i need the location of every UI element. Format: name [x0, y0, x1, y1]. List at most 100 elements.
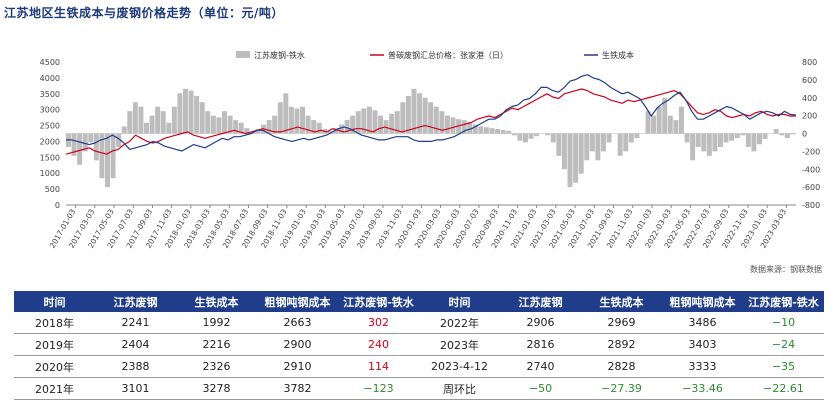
spread-bar	[678, 106, 684, 134]
table-header-cell: 时间	[14, 291, 95, 312]
y-right-tick-label: 0	[802, 130, 807, 139]
y-right-tick-label: -600	[802, 183, 820, 192]
spread-bar	[138, 106, 144, 134]
table-cell: 周环比	[419, 377, 500, 400]
y-left-tick-label: 3500	[40, 90, 60, 99]
spread-bar	[751, 133, 757, 152]
spread-bar	[183, 88, 188, 134]
spread-bar	[350, 115, 356, 134]
spread-bar	[595, 133, 601, 161]
spread-bar	[690, 133, 696, 161]
spread-bar	[522, 133, 528, 143]
table-row: 2018年 2241 1992 2663 302 2022年 2906 2969 3486 −10	[14, 312, 824, 334]
table-cell: 3486	[662, 312, 743, 334]
spread-bar	[82, 133, 88, 152]
spread-bar	[578, 133, 584, 174]
spread-bar	[283, 93, 289, 134]
axes: 050010001500200025003000350040004500-800…	[40, 58, 821, 250]
spread-bar	[634, 133, 640, 138]
spread-bar	[383, 120, 389, 134]
table-cell: 3101	[95, 377, 176, 400]
pig-iron-cost-line	[66, 74, 797, 152]
spread-bar	[71, 133, 77, 156]
spread-bar	[561, 133, 567, 170]
spread-bar	[483, 127, 489, 134]
y-left-tick-label: 0	[55, 201, 60, 210]
table-cell: 2023年	[419, 333, 500, 356]
spread-bar	[238, 122, 244, 134]
table-header-cell: 生铁成本	[176, 291, 257, 312]
spread-bar	[617, 133, 623, 156]
table-cell: −33.46	[662, 377, 743, 400]
spread-bar	[628, 133, 634, 143]
spread-bar	[194, 95, 200, 134]
spread-bar	[205, 111, 211, 134]
table-cell: 2388	[95, 355, 176, 378]
spread-bar	[717, 133, 723, 147]
spread-bar	[784, 133, 790, 138]
spread-bar	[556, 133, 562, 156]
spread-bar	[734, 133, 740, 138]
spread-bars	[66, 88, 796, 188]
y-right-tick-label: -200	[802, 147, 820, 156]
table-cell: 2022年	[419, 312, 500, 334]
y-right-tick-label: 400	[802, 94, 817, 103]
spread-bar	[651, 115, 657, 134]
table-cell: 3278	[176, 377, 257, 400]
spread-bar	[645, 111, 651, 134]
spread-bar	[400, 102, 406, 134]
spread-bar	[366, 106, 372, 134]
table-header-cell: 时间	[419, 291, 500, 312]
y-right-tick-label: 600	[802, 76, 817, 85]
spread-bar	[740, 133, 746, 136]
spread-bar	[495, 129, 501, 134]
spread-bar	[656, 106, 662, 134]
table-header-cell: 生铁成本	[581, 291, 662, 312]
table-header-cell: 粗钢吨钢成本	[662, 291, 743, 312]
spread-bar	[300, 106, 306, 134]
spread-bar	[712, 133, 718, 152]
spread-bar	[450, 117, 456, 134]
spread-bar	[606, 133, 612, 143]
spread-bar	[439, 111, 445, 134]
spread-bar	[545, 133, 551, 136]
table-header-cell: 江苏废钢-铁水	[743, 291, 824, 312]
table-row: 2019年 2404 2216 2900 240 2023年 2816 2892 3403 −24	[14, 333, 824, 356]
table-header-cell: 粗钢吨钢成本	[257, 291, 338, 312]
table-header-row: 时间 江苏废钢 生铁成本 粗钢吨钢成本 江苏废钢-铁水 时间 江苏废钢 生铁成本 粗钢吨钢成本江…	[14, 291, 824, 312]
table-cell: −10	[743, 312, 824, 334]
spread-bar	[673, 120, 679, 134]
spread-bar	[684, 133, 690, 143]
table-cell: 240	[338, 333, 419, 356]
y-right-tick-label: 800	[802, 58, 817, 67]
spread-bar	[372, 110, 378, 134]
chart-title: 江苏地区生铁成本与废钢价格走势（单位：元/吨）	[4, 6, 284, 20]
spread-bar	[567, 133, 573, 188]
table-body: 2018年 2241 1992 2663 302 2022年 2906 2969 3486 −10…	[14, 312, 824, 400]
spread-bar	[762, 133, 768, 139]
spread-bar	[171, 106, 177, 134]
spread-bar	[244, 128, 250, 134]
spread-bar	[333, 128, 339, 134]
spread-bar	[394, 111, 400, 134]
y-right-tick-label: -800	[802, 201, 820, 210]
spread-bar	[177, 93, 183, 134]
spread-bar	[344, 120, 350, 134]
table-cell: 2216	[176, 333, 257, 356]
table-cell: 2023-4-12	[419, 355, 500, 378]
spread-bar	[428, 102, 434, 134]
spread-bar	[695, 133, 701, 147]
table-cell: 2404	[95, 333, 176, 356]
spread-bar	[444, 115, 450, 134]
y-left-tick-label: 4500	[40, 58, 60, 67]
spread-bar	[790, 133, 796, 135]
series-lines	[65, 74, 797, 155]
spread-bar	[222, 111, 228, 134]
summary-table: 时间 江苏废钢 生铁成本 粗钢吨钢成本 江苏废钢-铁水 时间 江苏废钢 生铁成本 粗钢吨钢成本江…	[14, 291, 824, 400]
spread-bar	[417, 93, 423, 134]
table-cell: 2816	[500, 333, 581, 356]
legend-label-spread: 江苏废钢-铁水	[254, 50, 305, 60]
spread-bar	[701, 133, 707, 152]
spread-bar	[405, 95, 411, 134]
spread-bar	[110, 133, 116, 179]
